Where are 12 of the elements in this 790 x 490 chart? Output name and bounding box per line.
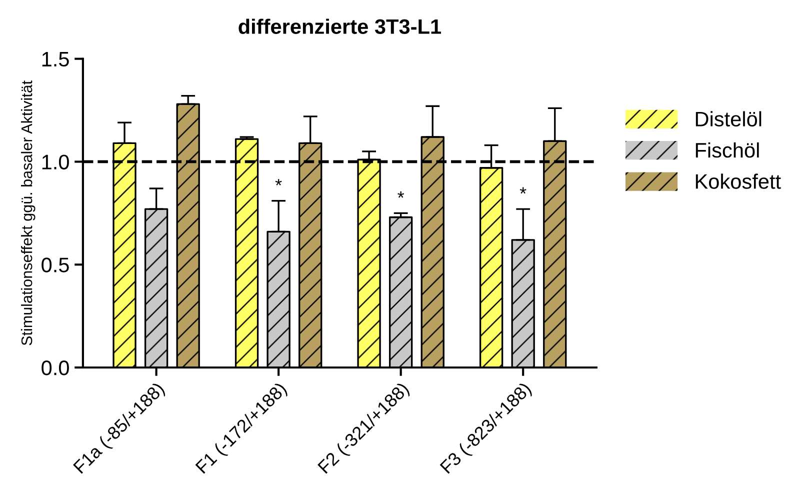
legend-label: Fischöl xyxy=(696,142,759,158)
legend-label: Distelöl xyxy=(696,111,762,126)
annotation: * xyxy=(275,179,282,186)
annotation: * xyxy=(398,191,404,198)
y-tick-label: 1.5 xyxy=(42,52,69,67)
chart-title: differenzierte 3T3-L1 xyxy=(238,18,442,34)
legend-label: Kokosfett xyxy=(696,174,781,189)
y-tick-label: 1.0 xyxy=(42,154,69,170)
y-tick-label: 0.5 xyxy=(42,258,69,272)
y-axis-title: Stimulationseffekt ggü. basaler Aktivität xyxy=(21,80,36,346)
y-tick-label: 0.0 xyxy=(42,360,69,376)
annotation: * xyxy=(520,187,526,194)
